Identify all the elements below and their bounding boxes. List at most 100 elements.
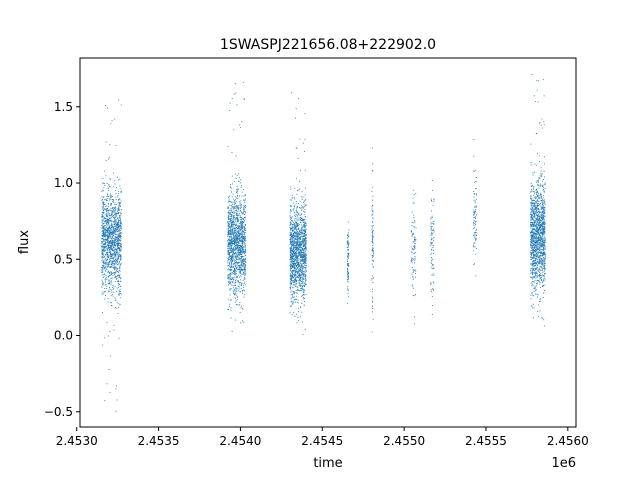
data-point (241, 213, 243, 215)
data-point (234, 223, 236, 225)
data-point (237, 257, 239, 258)
data-point (304, 243, 306, 245)
data-point (296, 266, 298, 268)
data-point (119, 198, 121, 200)
data-point (105, 264, 107, 266)
data-point (111, 286, 113, 288)
data-point (290, 238, 292, 240)
data-point (236, 243, 238, 245)
data-point (229, 226, 231, 228)
data-point (228, 215, 230, 216)
data-point (241, 240, 243, 242)
data-point (230, 200, 231, 202)
data-point (230, 266, 232, 268)
data-point (303, 291, 305, 293)
data-point (118, 210, 120, 212)
data-point (291, 260, 293, 262)
data-point (371, 206, 373, 208)
data-point (229, 265, 230, 267)
data-point (301, 191, 303, 193)
data-point (104, 298, 106, 300)
data-point (101, 241, 103, 243)
data-point (231, 260, 233, 262)
data-point (237, 245, 239, 247)
data-point (117, 294, 119, 296)
data-point (475, 209, 477, 211)
data-point (305, 256, 307, 258)
data-point (111, 272, 113, 274)
data-point (234, 244, 236, 246)
data-point (301, 227, 303, 229)
data-point (538, 222, 540, 224)
data-point (103, 268, 105, 270)
data-point (295, 275, 297, 277)
data-point (108, 209, 109, 211)
data-point (103, 244, 105, 246)
data-point (290, 209, 292, 211)
data-point (296, 214, 298, 216)
data-point (302, 252, 304, 254)
data-point (295, 214, 297, 216)
data-point (348, 235, 350, 237)
data-point (295, 279, 297, 281)
data-point (107, 262, 109, 264)
data-point (230, 241, 232, 243)
data-point (242, 219, 244, 220)
data-point (291, 234, 292, 236)
data-point (108, 255, 110, 257)
data-point (119, 259, 121, 261)
data-point (242, 220, 243, 222)
data-point (292, 222, 294, 224)
data-point (301, 227, 303, 229)
data-point (348, 264, 350, 266)
data-point (301, 276, 303, 278)
data-point (120, 220, 122, 222)
data-point (236, 294, 238, 296)
data-point (536, 276, 538, 278)
data-point (110, 242, 112, 244)
data-point (233, 216, 235, 218)
data-point (237, 251, 239, 253)
data-point (539, 217, 541, 218)
data-point (237, 231, 239, 233)
data-point (228, 196, 230, 198)
data-point (230, 307, 232, 309)
data-point (292, 287, 294, 288)
data-point (231, 265, 233, 267)
data-point (117, 258, 119, 260)
data-point (245, 268, 247, 270)
data-point (242, 231, 244, 233)
data-point (432, 289, 434, 291)
data-point (293, 274, 295, 276)
data-point (228, 232, 230, 233)
data-point (104, 228, 106, 230)
data-point (231, 191, 232, 193)
data-point (240, 221, 242, 223)
data-point (295, 298, 296, 300)
data-point (292, 279, 294, 281)
data-point (236, 228, 238, 230)
data-point (347, 272, 349, 274)
data-point (299, 253, 301, 255)
data-point (101, 222, 103, 224)
data-point (293, 240, 294, 242)
data-point (233, 270, 235, 272)
data-point (412, 271, 414, 273)
data-point (229, 233, 231, 235)
data-point (430, 282, 432, 284)
data-point (229, 218, 231, 220)
data-point (298, 227, 300, 229)
data-point (296, 276, 298, 277)
data-point (230, 269, 231, 270)
data-point (238, 262, 239, 264)
data-point (229, 281, 231, 283)
data-point (116, 233, 118, 235)
data-point (115, 196, 117, 198)
data-point (300, 249, 302, 250)
data-point (238, 288, 240, 290)
data-point (103, 211, 105, 213)
data-point (238, 253, 240, 255)
data-point (291, 239, 293, 241)
data-point (290, 284, 292, 286)
data-point (234, 244, 236, 246)
